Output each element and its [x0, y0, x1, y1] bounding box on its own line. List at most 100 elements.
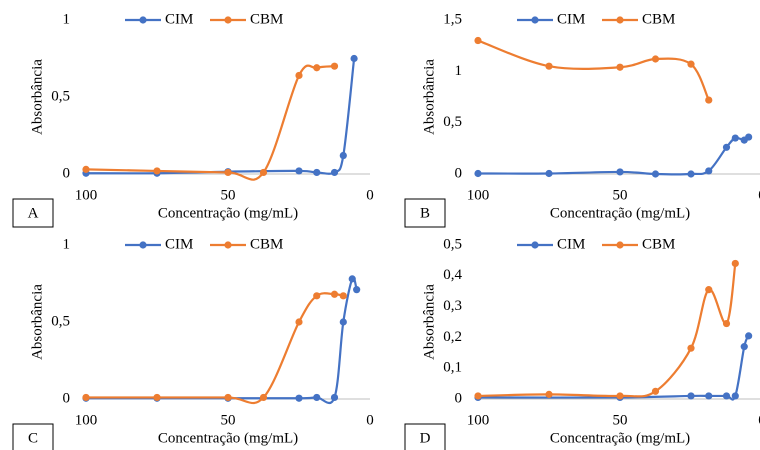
series-line — [477, 335, 750, 401]
legend-label: CIM — [557, 236, 585, 252]
legend-label: CIM — [165, 236, 193, 252]
data-point — [224, 168, 232, 177]
data-point — [545, 390, 553, 398]
data-point — [330, 62, 339, 70]
data-point — [348, 275, 356, 283]
y-axis-label: Absorbância — [29, 284, 45, 360]
data-point — [295, 318, 303, 326]
y-tick-label: 1 — [63, 236, 71, 252]
data-point — [474, 169, 482, 178]
x-tick-label: 0 — [366, 187, 374, 203]
data-point — [224, 393, 232, 402]
legend-marker — [531, 16, 539, 24]
panel-label: B — [420, 205, 430, 221]
series-line — [477, 136, 750, 176]
y-tick-label: 0 — [63, 165, 71, 181]
data-point — [616, 392, 624, 400]
data-point — [330, 290, 339, 298]
y-axis-label: Absorbância — [421, 284, 437, 360]
data-point — [705, 286, 713, 294]
data-point — [745, 133, 753, 141]
panel-label-box — [12, 198, 54, 228]
data-point — [295, 394, 303, 402]
data-point — [153, 393, 161, 402]
y-tick-label: 0 — [455, 165, 463, 181]
x-axis-label: Concentração (mg/mL) — [158, 205, 298, 221]
data-point — [687, 60, 695, 68]
legend-marker — [224, 16, 232, 24]
data-point — [687, 392, 695, 400]
y-tick-label: 0,3 — [443, 298, 462, 314]
data-point — [687, 344, 695, 352]
data-point — [259, 393, 268, 402]
panel: 0 0,5 1 100 50 0 Concentração (mg/mL) Absorbânc… — [12, 236, 374, 450]
data-point — [295, 167, 303, 175]
data-point — [330, 393, 339, 402]
y-tick-label: 0 — [455, 390, 463, 406]
data-point — [545, 169, 553, 178]
x-axis-label: Concentração (mg/mL) — [158, 430, 298, 446]
x-axis-label: Concentração (mg/mL) — [550, 205, 690, 221]
series-line — [85, 64, 335, 181]
x-tick-label: 50 — [613, 412, 628, 428]
legend-marker — [139, 16, 147, 24]
x-tick-label: 50 — [613, 187, 628, 203]
data-point — [339, 292, 347, 300]
panel-label: A — [28, 205, 39, 221]
y-tick-label: 0,5 — [443, 236, 462, 252]
data-point — [722, 143, 731, 151]
data-point — [731, 392, 739, 400]
data-point — [545, 62, 553, 70]
series-line — [477, 39, 710, 101]
panel: 0 0,1 0,2 0,3 0,4 0,5 100 50 0 Concentração (mg/m… — [404, 236, 760, 450]
legend-label: CBM — [250, 11, 283, 27]
legend-marker — [224, 241, 232, 249]
data-point — [350, 54, 358, 63]
data-point — [705, 392, 713, 400]
data-point — [745, 332, 753, 340]
legend-marker — [616, 241, 624, 249]
data-point — [651, 387, 660, 395]
data-point — [651, 170, 660, 178]
legend-label: CBM — [642, 236, 675, 252]
legend-marker — [139, 241, 147, 249]
x-axis-label: Concentração (mg/mL) — [550, 430, 690, 446]
data-point — [705, 167, 713, 175]
panel: 0 0,5 1 100 50 0 Concentração (mg/mL) Absorbânc… — [12, 11, 374, 228]
data-point — [82, 165, 90, 173]
legend-label: CIM — [557, 11, 585, 27]
data-point — [651, 55, 660, 63]
data-point — [330, 168, 339, 177]
data-point — [687, 170, 695, 178]
panel-label-box — [404, 198, 446, 228]
y-tick-label: 0,5 — [51, 313, 70, 329]
data-point — [474, 392, 482, 400]
data-point — [740, 343, 748, 351]
legend-label: CIM — [165, 11, 193, 27]
panel: 0 0,5 1 1,5 100 50 0 Concentração (mg/mL) Absorb… — [404, 11, 760, 228]
panel-label-box — [404, 423, 446, 450]
x-tick-label: 100 — [467, 187, 490, 203]
x-tick-label: 100 — [467, 412, 490, 428]
y-axis-label: Absorbância — [421, 59, 437, 135]
legend-marker — [531, 241, 539, 249]
x-tick-label: 50 — [221, 187, 236, 203]
legend-label: CBM — [642, 11, 675, 27]
data-point — [82, 393, 90, 402]
data-point — [339, 318, 347, 326]
y-tick-label: 1 — [63, 11, 71, 27]
panel-label: C — [28, 430, 38, 446]
data-point — [731, 134, 739, 142]
x-tick-label: 0 — [758, 187, 760, 203]
data-point — [731, 259, 739, 268]
y-tick-label: 1 — [455, 63, 463, 79]
y-axis-label: Absorbância — [29, 59, 45, 135]
y-tick-label: 0,5 — [443, 114, 462, 130]
data-point — [722, 392, 731, 400]
x-tick-label: 50 — [221, 412, 236, 428]
data-point — [259, 168, 268, 177]
x-tick-label: 0 — [366, 412, 374, 428]
data-point — [339, 151, 347, 160]
data-point — [474, 36, 482, 45]
